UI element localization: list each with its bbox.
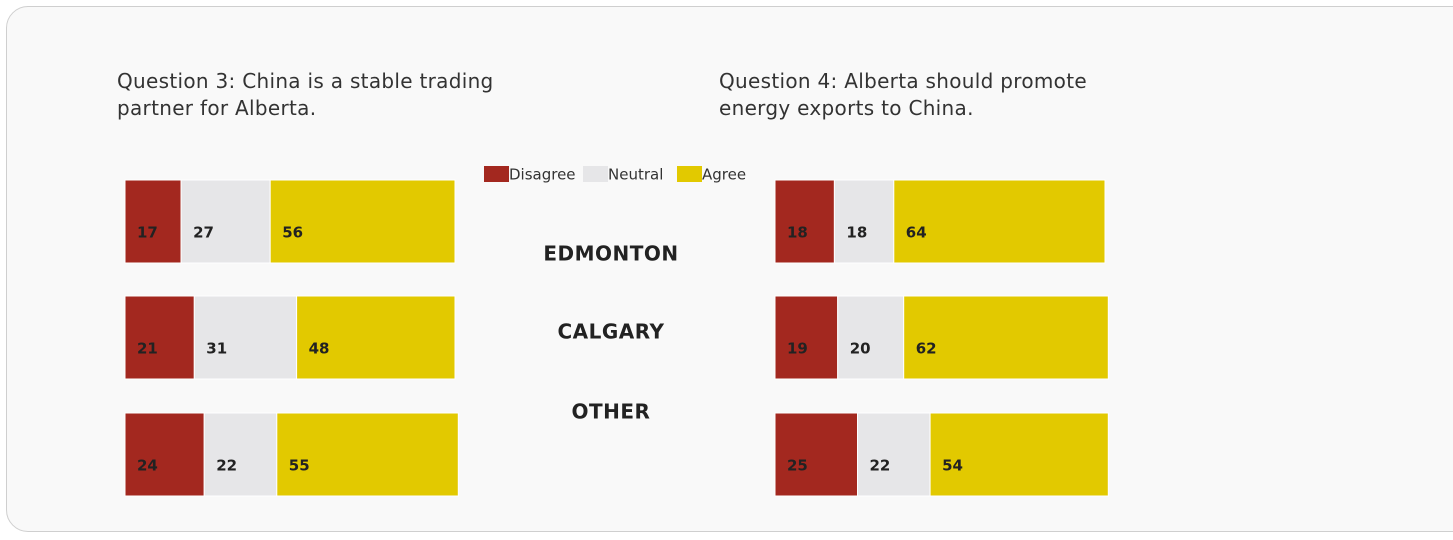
legend-label: Disagree [509, 166, 576, 184]
data-label: 21 [137, 340, 158, 358]
legend-swatch [583, 166, 608, 182]
data-label: 48 [309, 340, 330, 358]
bar-segment [180, 179, 271, 264]
data-label: 18 [846, 224, 867, 242]
data-label: 22 [870, 457, 891, 475]
bar-segment [774, 295, 839, 380]
data-label: 19 [787, 340, 808, 358]
bar-segment [837, 295, 905, 380]
data-label: 55 [289, 457, 310, 475]
bar-segment [124, 179, 182, 264]
bar-segment [774, 412, 858, 497]
category-label: EDMONTON [543, 242, 678, 266]
category-label: CALGARY [557, 320, 664, 344]
bar-segment [929, 412, 1109, 497]
data-label: 18 [787, 224, 808, 242]
data-label: 27 [193, 224, 214, 242]
bar-segment [203, 412, 278, 497]
data-label: 54 [942, 457, 963, 475]
bar-segment [269, 179, 456, 264]
data-label: 20 [850, 340, 871, 358]
data-label: 24 [137, 457, 158, 475]
data-label: 56 [282, 224, 303, 242]
bar-segment [124, 295, 195, 380]
chart-title: Question 3: China is a stable trading pa… [117, 69, 494, 120]
legend-label: Agree [702, 166, 746, 184]
data-label: 62 [916, 340, 937, 358]
bar-segment [276, 412, 459, 497]
data-label: 64 [906, 224, 927, 242]
chart-title: Question 4: Alberta should promote energ… [719, 69, 1087, 120]
bar-segment [296, 295, 456, 380]
category-label: OTHER [572, 400, 651, 424]
bar-segment [903, 295, 1109, 380]
bar-segment [857, 412, 931, 497]
bar-segment [833, 179, 895, 264]
legend-label: Neutral [608, 166, 663, 184]
bar-segment [893, 179, 1106, 264]
data-label: 17 [137, 224, 158, 242]
data-label: 31 [206, 340, 227, 358]
bar-segment [774, 179, 835, 264]
data-label: 22 [216, 457, 237, 475]
legend-swatch [677, 166, 702, 182]
legend-swatch [484, 166, 509, 182]
bar-segment [124, 412, 205, 497]
bar-segment [193, 295, 298, 380]
data-label: 25 [787, 457, 808, 475]
